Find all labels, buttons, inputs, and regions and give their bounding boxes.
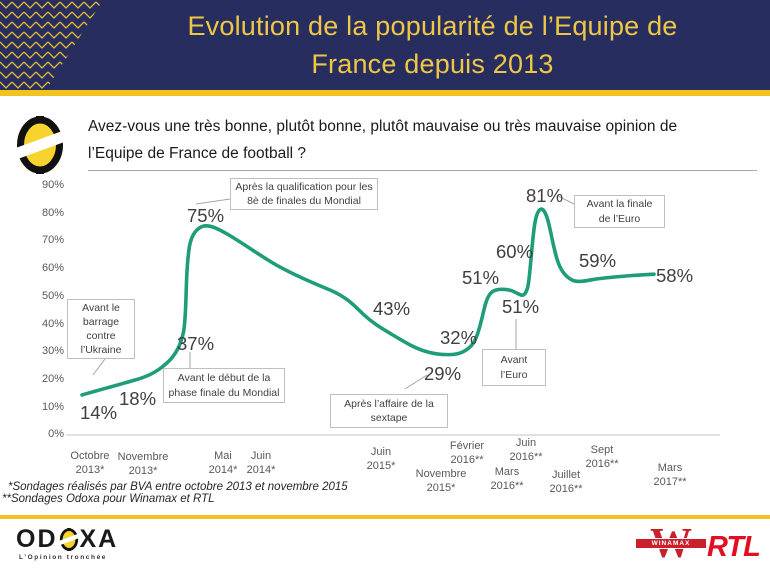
- x-label-juin-2014: Juin 2014*: [246, 450, 276, 476]
- header-divider: [0, 90, 770, 96]
- annotation-barrage-ukraine: Avant le barrage contre l’Ukraine: [67, 299, 135, 359]
- x-label-mai-2014: Mai 2014*: [208, 450, 238, 476]
- annotation-qualification-mondial: Après la qualification pour les 8è de fi…: [230, 178, 378, 210]
- value-label-60: 60%: [496, 241, 534, 262]
- annotation-avant-euro: Avant l’Euro: [482, 349, 546, 386]
- y-tick-20: 20%: [41, 372, 64, 385]
- x-label-oct-2013: Octobre 2013*: [70, 450, 110, 476]
- value-label-75: 75%: [187, 205, 225, 226]
- annotation-leader-lines: [92, 195, 575, 390]
- page-title-line2: France depuis 2013: [311, 49, 554, 79]
- x-label-juin-2016: Juin 2016**: [509, 437, 543, 463]
- x-label-sept-2016: Sept 2016**: [585, 444, 619, 470]
- odoxa-logo-xa: XA: [79, 525, 119, 553]
- rtl-logo: RTL: [707, 531, 761, 563]
- winamax-banner: WINAMAX: [635, 538, 707, 549]
- footnote-odoxa: **Sondages Odoxa pour Winamax et RTL: [2, 493, 215, 505]
- value-label-32: 32%: [440, 327, 478, 348]
- page-title-line1: Evolution de la popularité de l’Equipe d…: [187, 11, 678, 41]
- annotation-phase-finale-mondial: Avant le début de la phase finale du Mon…: [163, 368, 285, 403]
- y-tick-60: 60%: [41, 262, 64, 275]
- value-label-18: 18%: [119, 388, 157, 409]
- y-tick-40: 40%: [41, 317, 64, 330]
- odoxa-logo: OD XA: [16, 525, 119, 553]
- survey-question-line1: Avez-vous une très bonne, plutôt bonne, …: [88, 118, 678, 135]
- x-label-mars-2016: Mars 2016**: [490, 466, 524, 492]
- odoxa-tagline: L’Opinion tronchée: [19, 554, 108, 561]
- y-tick-0: 0%: [48, 428, 64, 441]
- question-divider: [88, 170, 757, 171]
- survey-question-line2: l’Equipe de France de football ?: [88, 145, 307, 162]
- y-tick-80: 80%: [41, 206, 64, 219]
- value-label-37: 37%: [177, 333, 215, 354]
- x-label-fev-2016: Février 2016**: [449, 440, 485, 466]
- x-label-juillet-2016: Juillet 2016**: [549, 469, 583, 495]
- value-label-59: 59%: [579, 250, 617, 271]
- x-label-mars-2017: Mars 2017**: [653, 462, 687, 488]
- y-tick-90: 90%: [41, 179, 64, 191]
- odoxa-logo-od: OD: [16, 525, 58, 553]
- y-tick-50: 50%: [41, 289, 64, 302]
- y-tick-70: 70%: [41, 234, 64, 247]
- footer-divider: [0, 515, 770, 519]
- winamax-logo: W WINAMAX: [635, 522, 707, 566]
- chevron-pattern-icon: [0, 0, 103, 90]
- annotation-finale-euro: Avant la finale de l’Euro: [574, 195, 665, 228]
- value-label-58: 58%: [656, 265, 694, 286]
- value-label-43: 43%: [373, 298, 411, 319]
- odoxa-logo-ball-icon: [58, 527, 79, 551]
- value-label-51b: 51%: [502, 296, 540, 317]
- value-label-81: 81%: [526, 185, 564, 206]
- annotation-sextape: Après l’affaire de la sextape: [330, 394, 448, 428]
- x-label-nov-2013: Novembre 2013*: [117, 451, 169, 477]
- x-label-juin-2015: Juin 2015*: [366, 446, 396, 472]
- survey-question: Avez-vous une très bonne, plutôt bonne, …: [88, 113, 763, 167]
- y-tick-10: 10%: [41, 400, 64, 413]
- footnote-bva: *Sondages réalisés par BVA entre octobre…: [8, 481, 348, 493]
- page-title: Evolution de la popularité de l’Equipe d…: [105, 7, 760, 83]
- popularity-curve: [80, 207, 656, 397]
- value-label-51a: 51%: [462, 267, 500, 288]
- odoxa-ball-icon: [15, 116, 65, 174]
- y-tick-30: 30%: [41, 345, 64, 358]
- value-label-29: 29%: [424, 363, 462, 384]
- x-label-nov-2015: Novembre 2015*: [415, 468, 467, 494]
- value-label-14: 14%: [80, 402, 118, 423]
- header-banner: Evolution de la popularité de l’Equipe d…: [0, 0, 770, 90]
